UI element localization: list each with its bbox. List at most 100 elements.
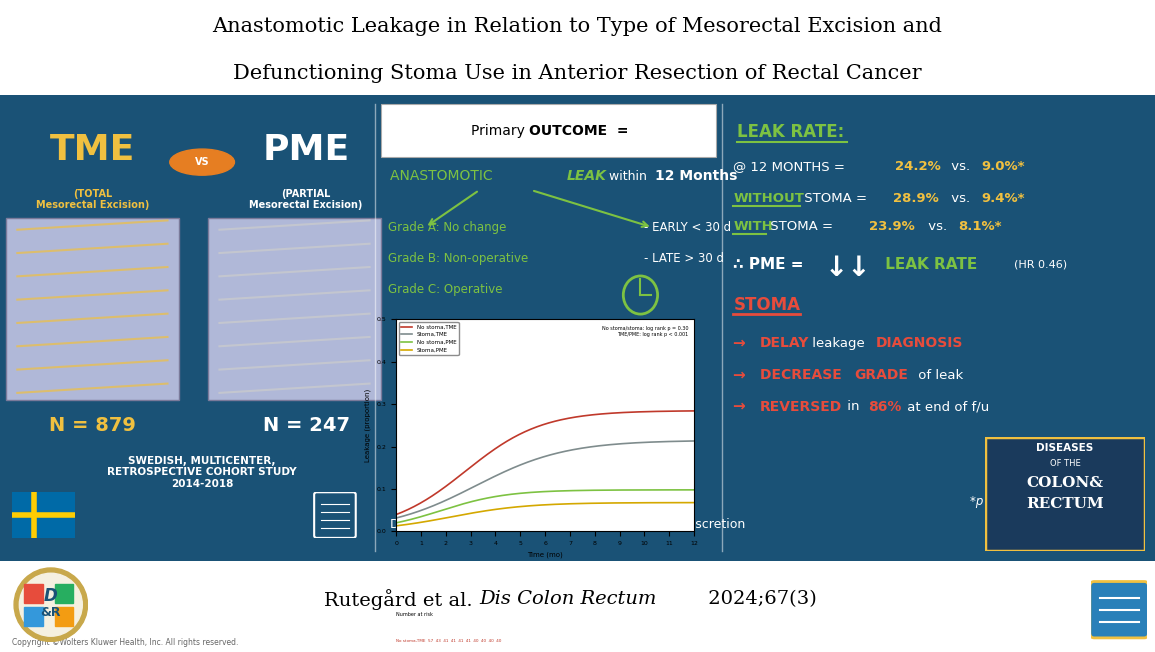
Text: vs.: vs. [947,192,975,205]
Legend: No stoma,TME, Stoma,TME, No stoma,PME, Stoma,PME: No stoma,TME, Stoma,TME, No stoma,PME, S… [398,322,459,355]
Text: 23.9%: 23.9% [869,220,915,233]
Text: 9.0%*: 9.0%* [982,160,1026,173]
Text: No stoma,TME  57  43  41  41  41  41  40  40  40  40: No stoma,TME 57 43 41 41 41 41 40 40 40 … [396,638,501,643]
Text: →: → [733,336,752,351]
FancyBboxPatch shape [6,218,179,400]
Text: @ 12 MONTHS =: @ 12 MONTHS = [733,160,850,173]
Bar [24,607,43,626]
Text: D: D [44,587,58,605]
Text: →: → [733,368,752,383]
Text: within: within [605,170,651,183]
Text: OUTCOME  =: OUTCOME = [529,124,628,138]
Stoma,TME [445,494,459,501]
Text: in: in [843,400,864,413]
Text: of leak: of leak [914,368,963,381]
Text: N = 247: N = 247 [262,416,350,435]
Stoma,TME [662,437,676,445]
Stoma,PME [408,520,422,527]
Text: STOMA: STOMA [527,518,578,531]
No stoma,PME [662,486,676,494]
Text: at end of f/u: at end of f/u [903,400,990,413]
Line: No stoma,TME: No stoma,TME [396,411,694,514]
Stoma,PME [469,509,483,516]
No stoma,TME [389,511,403,518]
Stoma,PME [401,520,415,528]
No stoma,TME [687,407,701,415]
Line: No stoma,PME: No stoma,PME [396,490,694,523]
Text: N = 879: N = 879 [49,416,136,435]
Stoma,TME [469,482,483,490]
Text: ∴ PME =: ∴ PME = [733,257,810,272]
Text: REVERSED: REVERSED [760,400,842,414]
Bar [54,607,73,626]
No stoma,PME [687,486,701,494]
Circle shape [20,573,82,636]
Text: &R: &R [40,606,61,619]
FancyBboxPatch shape [381,104,716,158]
Text: *p = < 0.001: *p = < 0.001 [970,495,1049,507]
Text: Defunctioning Stoma Use in Anterior Resection of Rectal Cancer: Defunctioning Stoma Use in Anterior Rese… [233,65,922,83]
Text: DIAGNOSIS: DIAGNOSIS [875,336,963,351]
Text: (PARTIAL
Mesorectal Excision): (PARTIAL Mesorectal Excision) [249,188,363,210]
FancyBboxPatch shape [12,492,75,538]
Text: Rutegård et al.: Rutegård et al. [325,589,479,610]
Text: SWEDISH, MULTICENTER,
RETROSPECTIVE COHORT STUDY
2014-2018: SWEDISH, MULTICENTER, RETROSPECTIVE COHO… [107,456,297,489]
Line: Stoma,PME: Stoma,PME [396,503,694,526]
No stoma,PME [469,497,483,505]
No stoma,PME [445,503,459,511]
No stoma,TME [445,478,459,486]
Text: 24.2%: 24.2% [895,160,941,173]
Bar [54,584,73,603]
Text: Copyright ©Wolters Kluwer Health, Inc. All rights reserved.: Copyright ©Wolters Kluwer Health, Inc. A… [12,638,238,647]
No stoma,PME [408,514,422,522]
Text: DISEASES: DISEASES [1036,443,1094,453]
Text: vs.: vs. [924,220,952,233]
Text: vs.: vs. [947,160,975,173]
Stoma,PME [672,499,686,507]
Stoma,TME [401,511,415,518]
Text: Grade A: No change: Grade A: No change [388,221,506,234]
FancyBboxPatch shape [1090,582,1148,638]
Text: leakage: leakage [808,337,870,350]
Text: LEAK RATE:: LEAK RATE: [737,123,844,141]
Stoma,PME [445,513,459,521]
Text: (TOTAL
Mesorectal Excision): (TOTAL Mesorectal Excision) [36,188,149,210]
Text: 28.9%: 28.9% [893,192,939,205]
Text: - EARLY < 30 d: - EARLY < 30 d [644,221,731,234]
Text: - LATE > 30 d: - LATE > 30 d [644,252,724,265]
No stoma,PME [389,519,403,527]
Stoma,TME [408,509,422,517]
Text: = at surgeon discretion: = at surgeon discretion [594,518,745,531]
Line: Stoma,TME: Stoma,TME [396,441,694,518]
Text: No stoma/stoma: log rank p = 0.30
TME/PME: log rank p < 0.001: No stoma/stoma: log rank p = 0.30 TME/PM… [602,326,688,336]
Text: WITH: WITH [733,220,773,233]
Stoma,PME [389,522,403,529]
No stoma,TME [662,408,676,415]
Text: ANASTOMOTIC: ANASTOMOTIC [390,169,498,183]
X-axis label: Time (mo): Time (mo) [528,552,562,558]
Stoma,TME [672,437,686,445]
Text: (HR 0.46): (HR 0.46) [1014,259,1067,270]
FancyBboxPatch shape [985,437,1145,551]
Text: 8.1%*: 8.1%* [959,220,1003,233]
Y-axis label: Leakage (proportion): Leakage (proportion) [365,389,371,462]
Text: TME: TME [50,134,135,168]
Text: GRADE: GRADE [855,368,909,382]
Text: Number at risk: Number at risk [396,612,433,617]
Text: Defunctioning: Defunctioning [390,518,483,531]
No stoma,TME [408,503,422,511]
Text: LEAK: LEAK [567,169,608,183]
Text: →: → [733,400,752,415]
Text: RECTUM: RECTUM [1026,497,1104,511]
Text: STOMA: STOMA [733,296,800,314]
Text: STOMA =: STOMA = [766,220,837,233]
Text: Primary: Primary [471,124,529,138]
Text: Grade B: Non-operative: Grade B: Non-operative [388,252,528,265]
Text: WITHOUT: WITHOUT [733,192,804,205]
Text: Grade C: Operative: Grade C: Operative [388,284,502,297]
Text: DECREASE: DECREASE [760,368,847,382]
Text: STOMA =: STOMA = [800,192,872,205]
Text: DELAY: DELAY [760,336,810,351]
Text: PME: PME [262,134,350,168]
Text: 9.4%*: 9.4%* [982,192,1026,205]
